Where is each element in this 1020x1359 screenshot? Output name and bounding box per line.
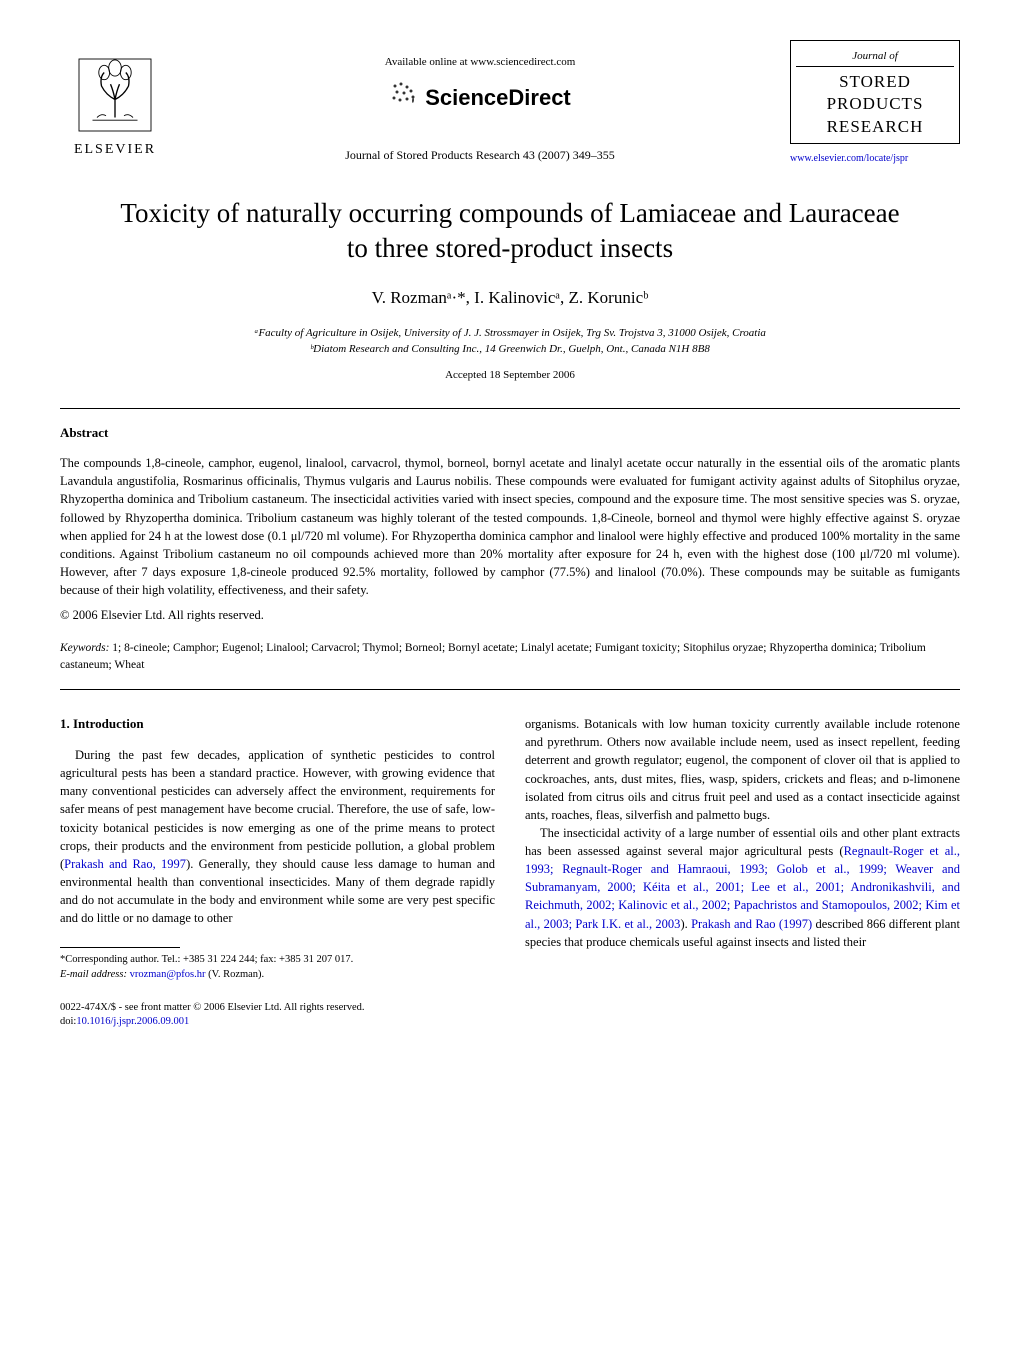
affiliation-b: ᵇDiatom Research and Consulting Inc., 14…	[60, 341, 960, 358]
divider	[60, 408, 960, 409]
elsevier-label: ELSEVIER	[74, 140, 156, 160]
doi-line: doi:10.1016/j.jspr.2006.09.001	[60, 1015, 495, 1030]
right-column: organisms. Botanicals with low human tox…	[525, 715, 960, 1030]
email-link[interactable]: vrozman@pfos.hr	[130, 969, 206, 980]
journal-box-wrapper: Journal of STORED PRODUCTS RESEARCH www.…	[790, 40, 960, 166]
title-line1: Toxicity of naturally occurring compound…	[120, 198, 899, 228]
copyright-text: © 2006 Elsevier Ltd. All rights reserved…	[60, 607, 960, 625]
keywords-text: 1; 8-cineole; Camphor; Eugenol; Linalool…	[60, 642, 926, 671]
intro-paragraph-2: organisms. Botanicals with low human tox…	[525, 715, 960, 824]
intro-text-3b: ).	[680, 917, 691, 931]
center-header: Available online at www.sciencedirect.co…	[170, 40, 790, 164]
issn-text: 0022-474X/$ - see front matter © 2006 El…	[60, 1001, 495, 1016]
ref-prakash-rao-1997-b[interactable]: Prakash and Rao (1997)	[691, 917, 812, 931]
email-line: E-mail address: vrozman@pfos.hr (V. Rozm…	[60, 968, 495, 983]
keywords: Keywords: 1; 8-cineole; Camphor; Eugenol…	[60, 640, 960, 675]
left-column: 1. Introduction During the past few deca…	[60, 715, 495, 1030]
email-label: E-mail address:	[60, 969, 130, 980]
abstract-heading: Abstract	[60, 424, 960, 442]
affiliation-a: ᵃFaculty of Agriculture in Osijek, Unive…	[60, 325, 960, 342]
ref-prakash-rao-1997[interactable]: Prakash and Rao, 1997	[64, 857, 186, 871]
journal-name-line1: STORED	[839, 72, 911, 91]
journal-name-line2: PRODUCTS	[827, 94, 924, 113]
journal-of-text: Journal of	[796, 49, 954, 67]
affiliations: ᵃFaculty of Agriculture in Osijek, Unive…	[60, 325, 960, 358]
elsevier-logo: ELSEVIER	[60, 40, 170, 160]
journal-name-line3: RESEARCH	[827, 117, 924, 136]
email-author-name: (V. Rozman).	[205, 969, 264, 980]
doi-label: doi:	[60, 1016, 76, 1027]
bottom-publication-info: 0022-474X/$ - see front matter © 2006 El…	[60, 1001, 495, 1030]
journal-box: Journal of STORED PRODUCTS RESEARCH	[790, 40, 960, 144]
journal-name: STORED PRODUCTS RESEARCH	[796, 71, 954, 137]
introduction-heading: 1. Introduction	[60, 715, 495, 734]
two-column-body: 1. Introduction During the past few deca…	[60, 715, 960, 1030]
title-line2: to three stored-product insects	[347, 233, 673, 263]
keywords-label: Keywords:	[60, 642, 109, 654]
intro-paragraph-3: The insecticidal activity of a large num…	[525, 824, 960, 951]
corresponding-author-footnote: *Corresponding author. Tel.: +385 31 224…	[60, 953, 495, 982]
sciencedirect-text: ScienceDirect	[425, 83, 571, 114]
intro-text-1a: During the past few decades, application…	[60, 748, 495, 871]
divider	[60, 689, 960, 690]
journal-url[interactable]: www.elsevier.com/locate/jspr	[790, 152, 960, 166]
authors: V. Rozmanᵃ·*, I. Kalinovicᵃ, Z. Korunicᵇ	[60, 286, 960, 310]
sciencedirect-logo: ScienceDirect	[170, 80, 790, 117]
elsevier-tree-icon	[70, 50, 160, 140]
footnote-divider	[60, 947, 180, 948]
available-online-text: Available online at www.sciencedirect.co…	[170, 55, 790, 70]
sciencedirect-icon	[389, 80, 417, 117]
header-row: ELSEVIER Available online at www.science…	[60, 40, 960, 166]
doi-link[interactable]: 10.1016/j.jspr.2006.09.001	[76, 1016, 189, 1027]
abstract-text: The compounds 1,8-cineole, camphor, euge…	[60, 454, 960, 599]
journal-citation: Journal of Stored Products Research 43 (…	[170, 147, 790, 164]
accepted-date: Accepted 18 September 2006	[60, 368, 960, 383]
intro-paragraph-1: During the past few decades, application…	[60, 746, 495, 927]
article-title: Toxicity of naturally occurring compound…	[60, 196, 960, 266]
corresponding-text: *Corresponding author. Tel.: +385 31 224…	[60, 953, 495, 968]
